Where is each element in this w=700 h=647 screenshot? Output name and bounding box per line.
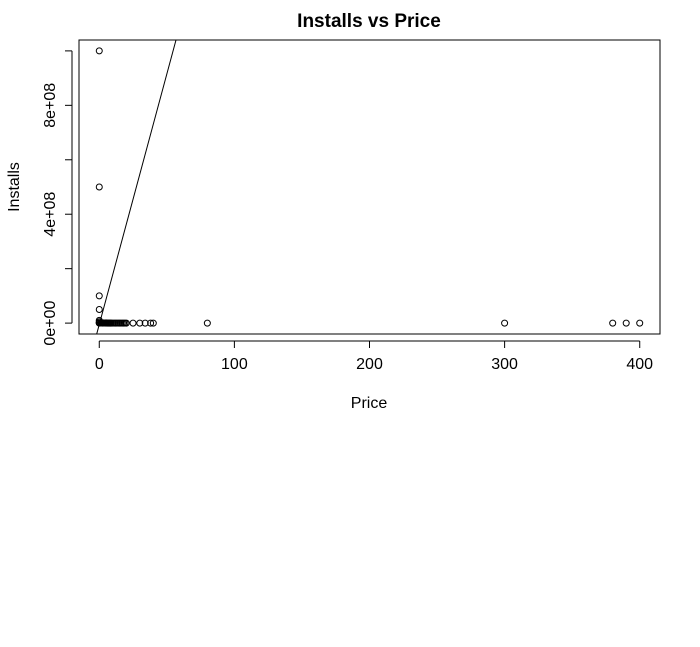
regression-line-layer: [96, 40, 177, 334]
data-points: [95, 47, 644, 327]
data-point: [501, 319, 509, 327]
x-tick-label: 400: [626, 356, 653, 373]
data-point: [95, 306, 103, 313]
data-point: [622, 319, 630, 327]
x-tick-label: 300: [491, 356, 518, 373]
y-axis: 0e+00 4e+08 8e+08: [42, 50, 73, 346]
data-point: [122, 319, 130, 327]
data-point: [149, 319, 157, 327]
y-tick-label: 0e+00: [42, 301, 59, 346]
data-point: [203, 319, 211, 327]
x-axis: 0 100 200 300 400: [95, 340, 653, 373]
x-tick-label: 100: [221, 356, 248, 373]
y-axis-label: Installs: [6, 162, 23, 212]
plot-frame: [78, 39, 661, 335]
y-tick-label: 8e+08: [42, 83, 59, 128]
x-tick-label: 200: [356, 356, 383, 373]
x-tick-label: 0: [95, 356, 104, 373]
data-point: [95, 47, 103, 55]
data-point: [636, 319, 644, 327]
data-point: [609, 319, 617, 327]
data-point: [136, 319, 144, 327]
data-point: [95, 183, 103, 191]
y-tick-label: 4e+08: [42, 192, 59, 237]
regression-line: [96, 40, 177, 334]
data-point: [141, 319, 149, 327]
data-point: [147, 319, 155, 327]
data-point: [129, 319, 137, 327]
data-point: [95, 292, 103, 300]
x-axis-label: Price: [351, 395, 388, 412]
chart-title: Installs vs Price: [297, 11, 441, 32]
